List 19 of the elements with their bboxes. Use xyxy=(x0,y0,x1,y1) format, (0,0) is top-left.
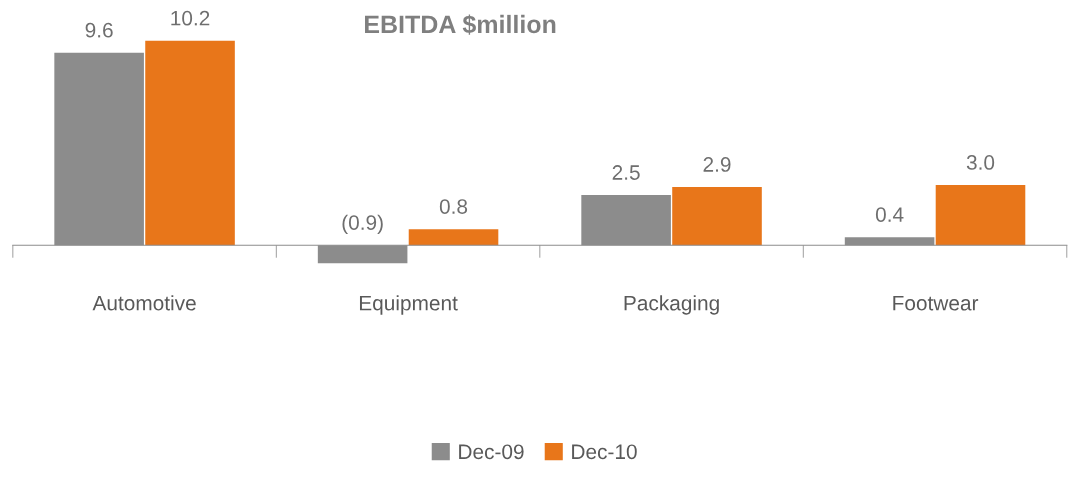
bar xyxy=(935,185,1026,246)
x-tick-label: Automotive xyxy=(92,295,196,311)
data-label: 0.8 xyxy=(439,199,468,214)
bar xyxy=(672,187,762,246)
data-label: 2.9 xyxy=(703,157,731,172)
bar xyxy=(408,229,499,246)
data-label: 2.5 xyxy=(612,165,640,180)
x-tick-label: Equipment xyxy=(359,295,458,315)
legend-label: Dec-09 xyxy=(459,444,524,460)
data-label: (0.9) xyxy=(342,214,383,235)
x-tick-label: Footwear xyxy=(893,295,979,311)
x-tick-label: Packaging xyxy=(624,295,719,315)
legend-label: Dec-10 xyxy=(572,444,637,460)
data-label: 3.0 xyxy=(966,155,995,170)
data-label: 0.4 xyxy=(875,207,904,222)
chart-title: EBITDA $million xyxy=(365,14,556,35)
data-label: 10.2 xyxy=(171,10,210,26)
data-label: 9.6 xyxy=(85,22,113,38)
bar xyxy=(145,40,235,246)
